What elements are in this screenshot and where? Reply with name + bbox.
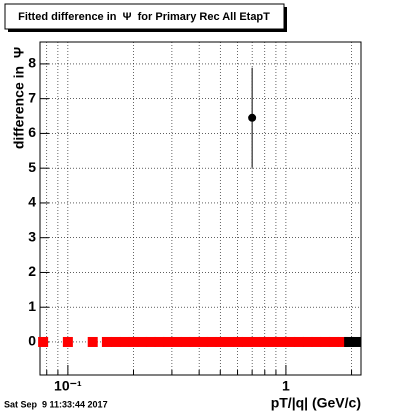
data-point [128,336,139,347]
data-point [328,336,339,347]
data-point [206,336,217,347]
data-point [259,336,270,347]
data-point [311,336,322,347]
data-point [285,336,296,347]
data-point [137,336,148,347]
data-point [145,336,156,347]
plot-frame [39,41,362,376]
data-point [320,336,331,347]
x-tick-label: 10⁻¹ [54,378,82,394]
title-box [4,3,285,30]
data-point [189,336,200,347]
y-tick-label: 0 [28,333,36,349]
data-point [276,336,287,347]
data-point [198,336,209,347]
data-point [110,336,121,347]
x-tick-label: 1 [282,378,290,394]
data-point [171,336,182,347]
y-tick-label: 2 [28,263,36,279]
data-point [233,336,244,347]
data-point [163,336,174,347]
chart-title: Fitted difference in Ψ for Primary Rec A… [18,11,270,23]
data-point [241,336,252,347]
y-tick-label: 3 [28,228,36,244]
x-axis-label: pT/|q| (GeV/c) [271,395,361,411]
y-tick-label: 7 [28,89,36,105]
data-point [38,336,49,347]
data-point [293,336,304,347]
data-point [344,336,355,347]
data-point [180,336,191,347]
data-point [224,336,235,347]
data-point [250,336,261,347]
y-axis-label: difference in Ψ [11,47,27,149]
data-point [351,336,362,347]
data-point [119,336,130,347]
y-tick-label: 6 [28,124,36,140]
timestamp: Sat Sep 9 11:33:44 2017 [4,399,108,409]
data-point [62,336,73,347]
data-point [248,113,257,122]
data-point [101,336,112,347]
data-point [215,336,226,347]
data-point [267,336,278,347]
data-point [337,336,348,347]
data-point [302,336,313,347]
y-tick-label: 4 [28,194,36,210]
y-tick-label: 5 [28,159,36,175]
data-point [154,336,165,347]
y-tick-label: 8 [28,55,36,71]
y-tick-label: 1 [28,298,36,314]
data-point [87,336,98,347]
